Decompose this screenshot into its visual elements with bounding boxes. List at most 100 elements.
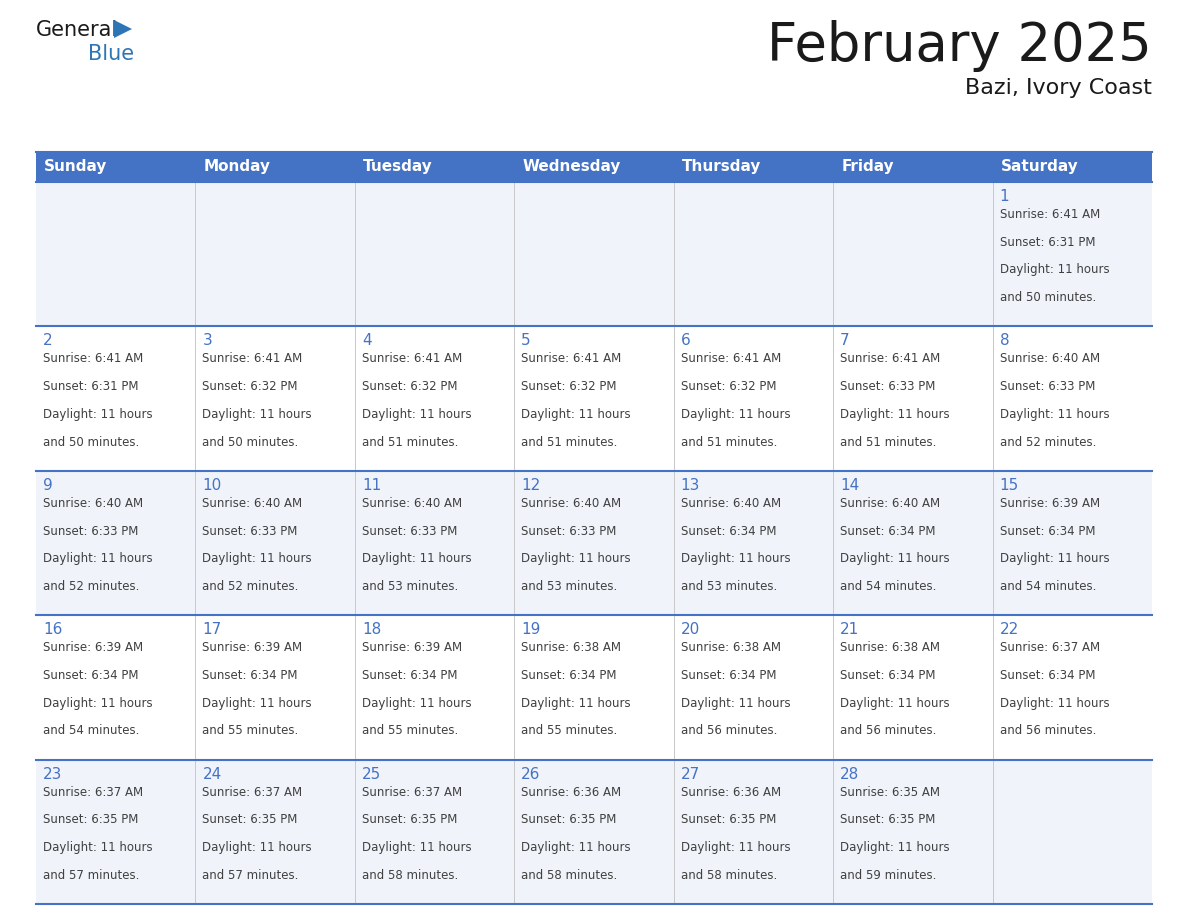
Text: Thursday: Thursday [682,160,762,174]
Text: Sunset: 6:33 PM: Sunset: 6:33 PM [999,380,1095,393]
Text: Sunset: 6:32 PM: Sunset: 6:32 PM [202,380,298,393]
Text: Sunset: 6:34 PM: Sunset: 6:34 PM [999,524,1095,538]
Text: and 52 minutes.: and 52 minutes. [202,580,299,593]
Text: Daylight: 11 hours: Daylight: 11 hours [999,553,1110,565]
Text: 19: 19 [522,622,541,637]
Text: Sunset: 6:33 PM: Sunset: 6:33 PM [362,524,457,538]
Text: Sunrise: 6:39 AM: Sunrise: 6:39 AM [43,641,143,655]
Text: Sunset: 6:34 PM: Sunset: 6:34 PM [840,669,936,682]
Text: 15: 15 [999,477,1019,493]
Text: Sunset: 6:34 PM: Sunset: 6:34 PM [43,669,139,682]
Text: 4: 4 [362,333,372,349]
Text: 21: 21 [840,622,859,637]
Text: Sunrise: 6:41 AM: Sunrise: 6:41 AM [362,353,462,365]
Text: Sunset: 6:35 PM: Sunset: 6:35 PM [43,813,138,826]
Bar [36,759,1152,904]
Text: 10: 10 [202,477,222,493]
Bar [36,152,196,182]
Text: Sunday: Sunday [44,160,107,174]
Text: Daylight: 11 hours: Daylight: 11 hours [840,697,949,710]
Text: Daylight: 11 hours: Daylight: 11 hours [362,697,472,710]
Text: and 56 minutes.: and 56 minutes. [681,724,777,737]
Text: and 52 minutes.: and 52 minutes. [43,580,139,593]
Text: Daylight: 11 hours: Daylight: 11 hours [840,408,949,420]
Text: Sunset: 6:34 PM: Sunset: 6:34 PM [681,524,776,538]
Text: Daylight: 11 hours: Daylight: 11 hours [43,841,152,854]
Text: Daylight: 11 hours: Daylight: 11 hours [362,553,472,565]
Text: 6: 6 [681,333,690,349]
Text: February 2025: February 2025 [767,20,1152,72]
Text: Sunset: 6:34 PM: Sunset: 6:34 PM [202,669,298,682]
Text: Sunset: 6:31 PM: Sunset: 6:31 PM [43,380,139,393]
Text: Daylight: 11 hours: Daylight: 11 hours [522,553,631,565]
Text: 9: 9 [43,477,52,493]
Text: Sunset: 6:34 PM: Sunset: 6:34 PM [999,669,1095,682]
Text: 2: 2 [43,333,52,349]
Text: Sunset: 6:35 PM: Sunset: 6:35 PM [840,813,935,826]
Bar [36,182,1152,327]
Text: 20: 20 [681,622,700,637]
Bar [355,152,514,182]
Text: Daylight: 11 hours: Daylight: 11 hours [43,408,152,420]
Text: 22: 22 [999,622,1019,637]
Text: Sunrise: 6:37 AM: Sunrise: 6:37 AM [362,786,462,799]
Text: Daylight: 11 hours: Daylight: 11 hours [522,697,631,710]
Text: Daylight: 11 hours: Daylight: 11 hours [202,553,312,565]
Text: and 50 minutes.: and 50 minutes. [999,291,1095,304]
Text: Daylight: 11 hours: Daylight: 11 hours [999,263,1110,276]
Text: and 55 minutes.: and 55 minutes. [202,724,298,737]
Text: Sunrise: 6:36 AM: Sunrise: 6:36 AM [522,786,621,799]
Text: 7: 7 [840,333,849,349]
Text: Bazi, Ivory Coast: Bazi, Ivory Coast [965,78,1152,98]
Text: Sunset: 6:34 PM: Sunset: 6:34 PM [840,524,936,538]
Text: 8: 8 [999,333,1009,349]
Text: 26: 26 [522,767,541,781]
Text: and 55 minutes.: and 55 minutes. [362,724,459,737]
Text: Sunset: 6:33 PM: Sunset: 6:33 PM [522,524,617,538]
Text: Sunset: 6:33 PM: Sunset: 6:33 PM [840,380,935,393]
Text: Sunset: 6:34 PM: Sunset: 6:34 PM [362,669,457,682]
Text: General: General [36,20,119,40]
Text: Sunrise: 6:38 AM: Sunrise: 6:38 AM [681,641,781,655]
Text: and 54 minutes.: and 54 minutes. [43,724,139,737]
Bar [36,327,1152,471]
Text: Sunrise: 6:38 AM: Sunrise: 6:38 AM [840,641,940,655]
Text: Daylight: 11 hours: Daylight: 11 hours [202,697,312,710]
Text: Sunset: 6:35 PM: Sunset: 6:35 PM [202,813,298,826]
Text: Sunset: 6:33 PM: Sunset: 6:33 PM [202,524,298,538]
Text: Sunrise: 6:41 AM: Sunrise: 6:41 AM [681,353,781,365]
Bar [196,152,355,182]
Text: Sunrise: 6:40 AM: Sunrise: 6:40 AM [362,497,462,509]
Text: Sunset: 6:35 PM: Sunset: 6:35 PM [681,813,776,826]
Text: Daylight: 11 hours: Daylight: 11 hours [43,697,152,710]
Text: and 50 minutes.: and 50 minutes. [43,435,139,449]
Text: 16: 16 [43,622,63,637]
Text: Sunset: 6:35 PM: Sunset: 6:35 PM [522,813,617,826]
Text: Sunrise: 6:38 AM: Sunrise: 6:38 AM [522,641,621,655]
Text: Daylight: 11 hours: Daylight: 11 hours [522,408,631,420]
Text: Sunrise: 6:41 AM: Sunrise: 6:41 AM [840,353,941,365]
Text: and 58 minutes.: and 58 minutes. [362,868,459,882]
Text: Sunrise: 6:41 AM: Sunrise: 6:41 AM [202,353,303,365]
Text: Sunrise: 6:40 AM: Sunrise: 6:40 AM [681,497,781,509]
Bar [674,152,833,182]
Text: Sunrise: 6:39 AM: Sunrise: 6:39 AM [999,497,1100,509]
Text: Daylight: 11 hours: Daylight: 11 hours [840,841,949,854]
Text: 3: 3 [202,333,213,349]
Text: and 57 minutes.: and 57 minutes. [202,868,299,882]
Text: 18: 18 [362,622,381,637]
Text: Daylight: 11 hours: Daylight: 11 hours [681,841,790,854]
Bar [992,152,1152,182]
Text: Daylight: 11 hours: Daylight: 11 hours [681,408,790,420]
Text: Sunrise: 6:37 AM: Sunrise: 6:37 AM [999,641,1100,655]
Text: and 51 minutes.: and 51 minutes. [681,435,777,449]
Text: and 54 minutes.: and 54 minutes. [840,580,936,593]
Text: Sunrise: 6:40 AM: Sunrise: 6:40 AM [43,497,143,509]
Text: 14: 14 [840,477,859,493]
Text: 28: 28 [840,767,859,781]
Text: Daylight: 11 hours: Daylight: 11 hours [840,553,949,565]
Text: Sunrise: 6:39 AM: Sunrise: 6:39 AM [202,641,303,655]
Text: 11: 11 [362,477,381,493]
Text: Sunrise: 6:36 AM: Sunrise: 6:36 AM [681,786,781,799]
Text: Sunset: 6:35 PM: Sunset: 6:35 PM [362,813,457,826]
